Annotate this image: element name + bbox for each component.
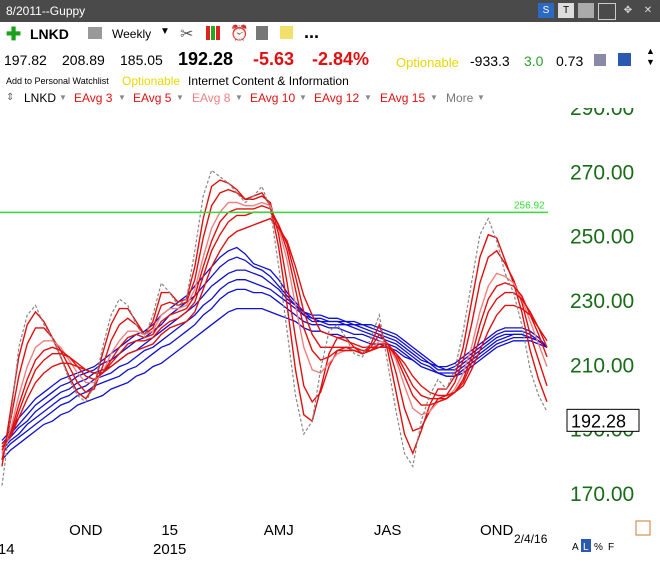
indicator-legend: ⇕ LNKD EAvg 3 EAvg 5 EAvg 8 EAvg 10 EAvg… bbox=[0, 90, 560, 108]
info-row: Add to Personal Watchlist Optionable Int… bbox=[0, 74, 660, 90]
quote-n3: 0.73 bbox=[556, 53, 584, 69]
legend-caret-icons: ▼ bbox=[59, 93, 67, 102]
quote-percent: -2.84% bbox=[312, 49, 370, 69]
y-tick-label: 250.00 bbox=[570, 226, 634, 249]
legend-eavg3[interactable]: EAvg 3 bbox=[74, 91, 113, 105]
optionable-badge: Optionable bbox=[396, 55, 459, 70]
quote-high: 208.89 bbox=[62, 52, 105, 68]
legend-eavg12[interactable]: EAvg 12 bbox=[314, 91, 360, 105]
chevron-down-icon[interactable]: ▼ bbox=[160, 26, 170, 37]
date-label: 2/4/16 bbox=[514, 532, 548, 546]
quote-last: 192.28 bbox=[178, 49, 234, 69]
alarm-icon[interactable]: ⏰ bbox=[230, 25, 249, 42]
more-tools[interactable]: ... bbox=[304, 22, 320, 42]
quote-open: 197.82 bbox=[4, 52, 47, 68]
hline-label: 256.92 bbox=[514, 200, 545, 211]
quote-bar: 197.82 208.89 185.05 192.28 -5.63 -2.84%… bbox=[0, 46, 660, 74]
quote-change: -5.63 bbox=[253, 49, 295, 69]
window-titlebar: 8/2011--Guppy S T ✥ ✕ bbox=[0, 0, 660, 22]
last-price-label: 192.28 bbox=[571, 411, 626, 431]
legend-caret-icons: ▼ bbox=[118, 93, 126, 102]
floppy-icon[interactable] bbox=[618, 53, 631, 66]
x-tick-label: JAS bbox=[374, 522, 402, 539]
ema-long-line-2 bbox=[1, 269, 548, 448]
log-toggle-bg[interactable] bbox=[581, 539, 591, 552]
ema-short-line-2 bbox=[1, 201, 548, 454]
x-tick-label: 15 bbox=[161, 522, 178, 539]
legend-caret-icons: ▼ bbox=[299, 93, 307, 102]
last-price-box: 192.28 bbox=[566, 408, 640, 432]
chart-area[interactable]: 256.92 170.00190.00210.00230.00250.00270… bbox=[0, 97, 660, 562]
x-year-label: 14 bbox=[0, 541, 15, 558]
legend-lnkd[interactable]: LNKD bbox=[24, 91, 57, 105]
window-icon[interactable] bbox=[598, 3, 616, 20]
indicator-icon[interactable] bbox=[206, 26, 220, 40]
print-icon[interactable] bbox=[88, 27, 102, 39]
draw-tool-icon[interactable] bbox=[635, 520, 651, 536]
save-icon[interactable] bbox=[578, 3, 594, 18]
quote-n1: -933.3 bbox=[470, 53, 510, 69]
x-tick-label: AMJ bbox=[264, 522, 294, 539]
legend-eavg10[interactable]: EAvg 10 bbox=[250, 91, 296, 105]
legend-eavg5[interactable]: EAvg 5 bbox=[133, 91, 172, 105]
y-tick-label: 230.00 bbox=[570, 290, 634, 313]
legend-caret-icons: ▼ bbox=[364, 93, 372, 102]
x-year-label: 2015 bbox=[153, 541, 186, 558]
watchlist-link[interactable]: Add to Personal Watchlist bbox=[6, 76, 109, 86]
legend-eavg8[interactable]: EAvg 8 bbox=[192, 91, 231, 105]
legend-caret-icons: ▼ bbox=[477, 93, 485, 102]
ema-short-line-4 bbox=[1, 211, 548, 448]
close-icon[interactable]: ✕ bbox=[643, 5, 653, 16]
note-icon[interactable] bbox=[280, 26, 293, 39]
alpha-toggle[interactable]: A bbox=[572, 542, 579, 553]
add-icon[interactable]: ✚ bbox=[6, 24, 22, 44]
calculator-icon[interactable] bbox=[256, 26, 268, 40]
move-icon[interactable]: ✥ bbox=[623, 5, 633, 16]
window-controls: S T ✥ ✕ bbox=[538, 3, 656, 20]
legend-caret-icons: ▼ bbox=[430, 93, 438, 102]
x-tick-label: OND bbox=[69, 522, 103, 539]
price-line bbox=[1, 169, 548, 486]
resistance-line: 256.92 bbox=[0, 200, 548, 214]
last-price-rect bbox=[566, 408, 640, 432]
legend-caret-icons: ▼ bbox=[235, 93, 243, 102]
y-tick-label: 290.00 bbox=[570, 108, 634, 120]
price-chart[interactable]: 256.92 170.00190.00210.00230.00250.00270… bbox=[0, 97, 660, 562]
legend-collapse-icon[interactable]: ⇕ bbox=[6, 92, 15, 103]
quote-low: 185.05 bbox=[120, 52, 163, 68]
y-tick-label: 210.00 bbox=[570, 354, 634, 377]
ema-short-line-3 bbox=[1, 204, 548, 451]
ema-short-line-5 bbox=[1, 217, 548, 445]
chart-toolbar: ✚ LNKD Weekly ▼ ✂ ⏰ ... bbox=[0, 22, 660, 46]
y-tick-label: 170.00 bbox=[570, 483, 634, 506]
tools-icon[interactable]: ✂ bbox=[180, 26, 194, 43]
symbol-label[interactable]: LNKD bbox=[30, 26, 69, 42]
legend-caret-icons: ▼ bbox=[176, 93, 184, 102]
type-icon[interactable]: T bbox=[558, 3, 574, 18]
database-icon[interactable] bbox=[594, 54, 606, 66]
series-lines bbox=[1, 169, 548, 486]
percent-toggle[interactable]: % bbox=[594, 542, 603, 553]
legend-eavg15[interactable]: EAvg 15 bbox=[380, 91, 426, 105]
y-axis: 170.00190.00210.00230.00250.00270.00290.… bbox=[570, 97, 634, 506]
fit-toggle[interactable]: F bbox=[608, 542, 614, 553]
x-tick-label: OND bbox=[480, 522, 514, 539]
scroll-arrows-icon[interactable]: ▲ ▼ bbox=[646, 46, 655, 67]
legend-more[interactable]: More bbox=[446, 91, 474, 105]
industry-label: Internet Content & Information bbox=[188, 74, 349, 88]
quote-n2: 3.0 bbox=[524, 53, 544, 69]
period-select[interactable]: Weekly bbox=[112, 27, 152, 41]
y-tick-label: 270.00 bbox=[570, 161, 634, 184]
ema-long-line-0 bbox=[1, 246, 548, 441]
log-toggle[interactable]: L bbox=[583, 542, 589, 553]
s-icon[interactable]: S bbox=[538, 3, 554, 18]
x-axis: OND 15 AMJ JAS OND 14 2015 bbox=[0, 522, 514, 558]
window-title[interactable]: 8/2011--Guppy bbox=[6, 4, 86, 18]
optionable-label: Optionable bbox=[122, 74, 181, 88]
ema-long-line-5 bbox=[1, 307, 548, 461]
